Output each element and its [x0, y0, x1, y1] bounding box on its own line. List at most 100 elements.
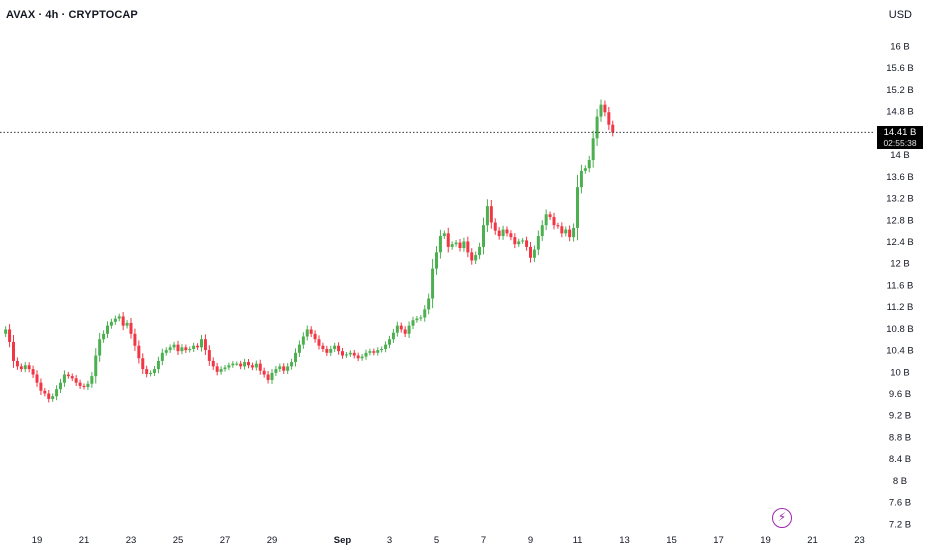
candle-body [113, 318, 117, 322]
y-tick-label: 16 B [890, 42, 910, 53]
y-tick-label: 14.8 B [886, 107, 913, 118]
candle-body [27, 365, 31, 370]
x-tick-label: 9 [528, 535, 533, 546]
candle-body [317, 339, 321, 346]
candle-body [431, 268, 435, 299]
candle-body [368, 351, 372, 353]
x-tick-label: Sep [334, 535, 352, 546]
candle-body [19, 366, 23, 370]
candle-body [286, 366, 290, 371]
price-axis[interactable]: 16 B 15.6 B 15.2 B 14.8 B 14 B 13.6 B 13.2 B 12… [886, 42, 913, 531]
candle-body [513, 237, 517, 245]
candle-body [595, 116, 599, 139]
candle-body [98, 339, 102, 356]
y-tick-label: 9.2 B [889, 411, 911, 422]
y-tick-label: 10 B [890, 367, 910, 378]
candle-body [591, 138, 595, 161]
candle-body [125, 322, 129, 326]
candle-body [215, 366, 219, 372]
x-tick-label: 17 [713, 535, 724, 546]
candle-body [78, 382, 82, 386]
candle-body [568, 229, 572, 238]
y-tick-label: 11.6 B [887, 280, 914, 291]
candle-body [466, 241, 470, 253]
candle-body [86, 383, 90, 388]
candle-body [94, 355, 98, 377]
candle-body [344, 354, 348, 356]
candle-body [62, 374, 66, 383]
candle-body [564, 229, 568, 234]
candle-body [435, 252, 438, 269]
y-tick-label: 13.6 B [886, 172, 913, 183]
candle-body [348, 352, 352, 355]
x-tick-label: 25 [173, 535, 184, 546]
candle-body [411, 320, 415, 326]
candle-body [529, 246, 532, 258]
candle-body [172, 344, 176, 348]
x-tick-label: 3 [387, 535, 392, 546]
candle-body [74, 378, 78, 383]
candle-body [505, 229, 509, 234]
candle-body [427, 298, 431, 310]
candle-body [407, 325, 411, 334]
candle-body [70, 376, 74, 379]
candle-body [102, 333, 106, 340]
candle-body [395, 325, 399, 333]
candle-body [576, 187, 579, 228]
candle-body [325, 348, 329, 353]
candle-body [572, 227, 576, 238]
candle-body [8, 329, 12, 342]
candle-body [419, 317, 423, 319]
candle-body [415, 318, 419, 321]
x-tick-label: 11 [573, 535, 583, 546]
candle-body [258, 363, 262, 371]
candle-body [470, 252, 474, 261]
candle-body [211, 360, 215, 367]
candle-body [423, 309, 427, 318]
candle-body [321, 345, 325, 349]
candle-body [247, 362, 250, 366]
candle-body [501, 229, 505, 237]
candle-body [223, 367, 227, 370]
candle-body [4, 329, 8, 334]
candle-body [364, 352, 368, 357]
candle-body [129, 322, 133, 334]
candle-body [239, 363, 243, 367]
currency-button[interactable]: USD [888, 9, 912, 21]
candle-body [176, 344, 180, 352]
candle-body [106, 325, 109, 334]
candle-body [180, 347, 184, 352]
candle-body [200, 339, 203, 348]
candle-body [517, 241, 521, 245]
lightning-icon[interactable]: ⚡ [772, 508, 792, 528]
candle-body [583, 168, 587, 171]
candle-body [485, 206, 489, 226]
symbol-title[interactable]: AVAX · 4h · CRYPTOCAP [6, 9, 138, 21]
x-tick-label: 23 [854, 535, 865, 546]
y-tick-label: 14 B [890, 150, 910, 161]
time-axis[interactable]: 19 21 23 25 27 29 Sep 3 5 7 9 11 13 15 17 19 21 23 [32, 535, 865, 546]
candle-body [458, 242, 462, 248]
candle-body [270, 372, 274, 380]
candle-body [611, 124, 615, 133]
candle-body [207, 350, 211, 361]
candle-body [188, 348, 192, 351]
y-tick-label: 13.2 B [886, 194, 913, 205]
candle-body [497, 230, 501, 237]
candle-body [438, 236, 442, 253]
x-tick-label: 23 [126, 535, 137, 546]
y-tick-label: 10.8 B [886, 324, 913, 335]
candle-body [540, 225, 544, 237]
candle-body [388, 339, 391, 345]
candle-body [235, 363, 239, 365]
candle-body [482, 225, 485, 247]
candle-body [560, 226, 564, 234]
y-tick-label: 12.8 B [886, 215, 913, 226]
candle-body [59, 382, 62, 390]
candle-body [493, 222, 497, 231]
x-tick-label: 5 [434, 535, 439, 546]
x-tick-label: 19 [760, 535, 771, 546]
candle-body [133, 333, 137, 346]
last-price-label: 14.41 B [883, 127, 917, 138]
